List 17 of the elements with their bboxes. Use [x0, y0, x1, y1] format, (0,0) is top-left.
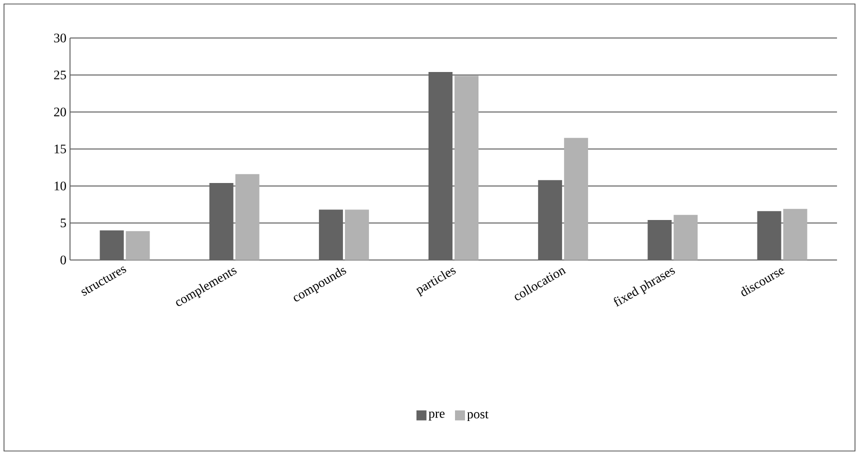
y-tick-label: 20 [54, 108, 66, 116]
y-tick-label: 0 [60, 256, 66, 264]
y-tick-label: 10 [54, 182, 66, 190]
bar [100, 230, 124, 260]
bar [344, 210, 369, 260]
y-tick-label: 5 [60, 218, 66, 228]
legend-label: pre [428, 412, 445, 420]
legend-label: post [467, 410, 488, 422]
bar [783, 208, 808, 260]
bar [235, 174, 260, 260]
bar [564, 138, 588, 260]
bar [126, 231, 150, 260]
bar [454, 76, 479, 260]
bar [674, 214, 698, 260]
y-tick-label: 30 [54, 34, 66, 42]
y-tick-label: 15 [54, 144, 66, 154]
y-tick-label: 25 [54, 70, 66, 80]
